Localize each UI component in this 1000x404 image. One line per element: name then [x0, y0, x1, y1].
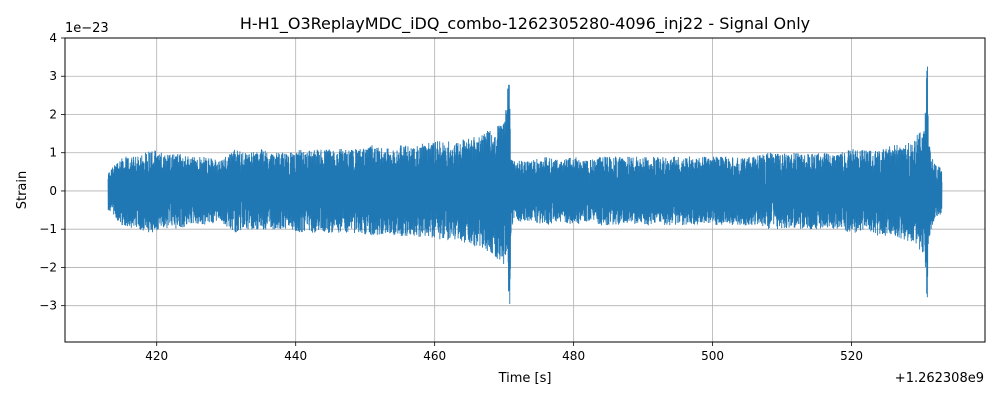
y-tick-label: 4 [49, 31, 57, 45]
y-tick-label: −2 [39, 260, 57, 274]
plot-area-frame [64, 37, 986, 343]
y-tick-label: 1 [49, 146, 57, 160]
y-tick-label: 3 [49, 69, 57, 83]
x-tick-label: 440 [284, 349, 307, 363]
x-tick-label: 460 [423, 349, 446, 363]
x-axis-label: Time [s] [498, 371, 552, 386]
x-tick-label: 500 [701, 349, 724, 363]
x-tick-label: 520 [840, 349, 863, 363]
chart-title: H-H1_O3ReplayMDC_iDQ_combo-1262305280-40… [240, 14, 810, 34]
x-tick-label: 480 [562, 349, 585, 363]
x-axis-offset-label: +1.262308e9 [895, 371, 984, 386]
y-tick-label: 0 [49, 184, 57, 198]
y-axis-label: Strain [15, 171, 30, 210]
y-tick-label: 2 [49, 107, 57, 121]
strain-signal-line [107, 66, 943, 304]
x-tick-label: 420 [145, 349, 168, 363]
axis-ticks: 420 440 460 480 500 520 −3 −2 −1 0 1 2 3 4 [39, 31, 863, 363]
y-axis-scale-label: 1e−23 [65, 21, 109, 36]
signal-layer [107, 66, 943, 304]
y-tick-label: −3 [39, 299, 57, 313]
y-tick-label: −1 [39, 222, 57, 236]
